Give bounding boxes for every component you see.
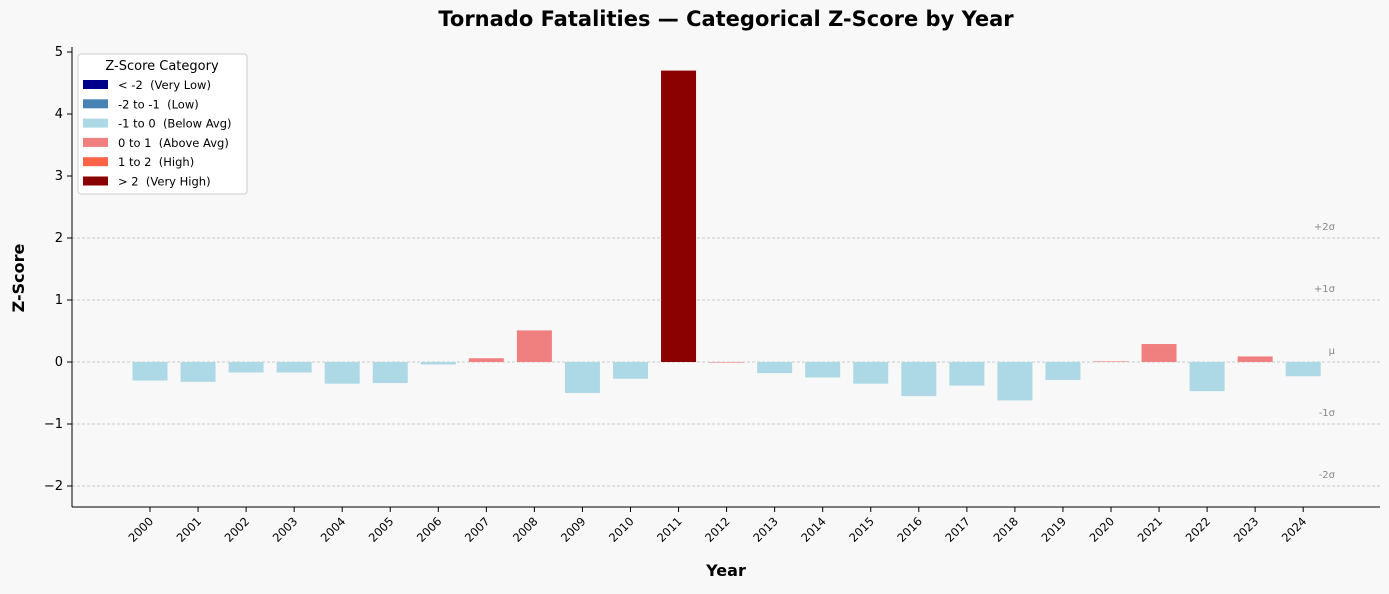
bar-2013: [757, 362, 793, 374]
reference-line-label: μ: [1329, 346, 1336, 357]
bar-2005: [372, 362, 408, 384]
y-tick-label: −2: [44, 479, 63, 494]
bar-2016: [901, 362, 937, 397]
bar-2015: [853, 362, 889, 384]
bar-2020: [1093, 361, 1129, 362]
legend-swatch: [83, 137, 108, 147]
bar-2000: [132, 362, 168, 381]
bar-2018: [997, 362, 1033, 401]
y-tick-label: 4: [55, 107, 63, 122]
legend-title: Z-Score Category: [105, 59, 219, 74]
bar-2024: [1285, 362, 1321, 377]
x-axis-label: Year: [705, 561, 746, 580]
legend-label: 0 to 1 (Above Avg): [118, 136, 229, 150]
bar-2011: [661, 70, 697, 362]
bar-2017: [949, 362, 985, 386]
bar-2007: [468, 358, 504, 362]
legend-label: < -2 (Very Low): [118, 78, 211, 92]
reference-line-label: +1σ: [1314, 284, 1336, 295]
reference-line-label: -1σ: [1319, 408, 1336, 419]
y-tick-label: 1: [55, 293, 63, 308]
bar-2019: [1045, 362, 1081, 380]
bar-2012: [709, 362, 745, 363]
legend-label: > 2 (Very High): [118, 175, 211, 189]
bar-2006: [420, 362, 456, 365]
legend-swatch: [83, 118, 108, 128]
bar-2021: [1141, 344, 1177, 362]
y-tick-label: 5: [55, 45, 63, 60]
bar-2009: [564, 362, 600, 393]
y-tick-label: 2: [55, 231, 63, 246]
bars: [132, 70, 1321, 401]
bar-2001: [180, 362, 216, 382]
y-tick-label: −1: [44, 417, 63, 432]
legend-swatch: [83, 157, 108, 167]
reference-line-label: +2σ: [1314, 222, 1336, 233]
legend-swatch: [83, 80, 108, 89]
bar-2014: [805, 362, 841, 378]
legend-swatch: [83, 99, 108, 109]
legend-label: -2 to -1 (Low): [118, 97, 199, 111]
bar-2003: [276, 362, 312, 373]
y-ticks: −2 −1 0 1 2 3 4 5: [44, 45, 72, 494]
reference-line-label: -2σ: [1319, 470, 1336, 481]
bar-2010: [613, 362, 648, 379]
y-tick-label: 0: [55, 355, 63, 370]
y-axis-label: Z-Score: [9, 244, 28, 313]
bar-2004: [324, 362, 360, 384]
legend-swatch: [83, 176, 108, 186]
legend-frame: [77, 53, 248, 195]
legend-label: -1 to 0 (Below Avg): [118, 117, 231, 131]
y-tick-label: 3: [55, 169, 63, 184]
bar-2023: [1237, 356, 1273, 362]
bar-2008: [516, 330, 552, 362]
axes: [71, 47, 1380, 508]
legend-items: < -2 (Very Low) -2 to -1 (Low) -1 to 0 (Be…: [83, 78, 231, 189]
bar-2002: [228, 362, 264, 373]
legend-label: 1 to 2 (High): [118, 155, 194, 169]
bar-2022: [1189, 362, 1225, 392]
legend: Z-Score Category < -2 (Very Low) -2 to -1…: [77, 53, 248, 195]
chart-title: Tornado Fatalities — Categorical Z-Score…: [438, 7, 1014, 31]
